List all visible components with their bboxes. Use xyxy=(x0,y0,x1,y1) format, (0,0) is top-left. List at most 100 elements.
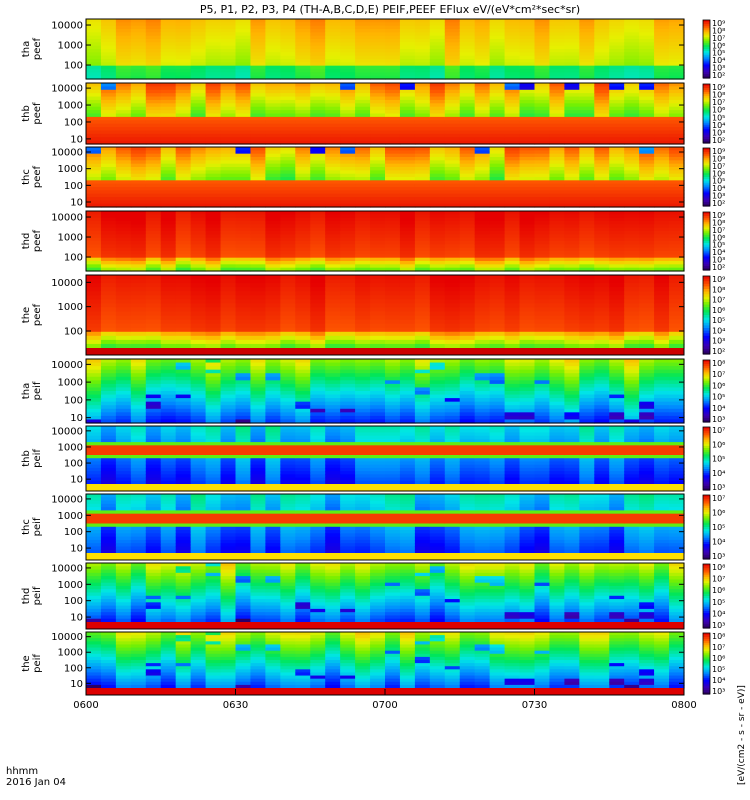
heatmap-cell xyxy=(100,438,117,443)
heatmap-cell xyxy=(429,116,446,121)
heatmap-cell xyxy=(250,343,266,349)
heatmap-cell xyxy=(594,211,610,215)
heatmap-cell xyxy=(594,391,610,396)
heatmap-cell xyxy=(100,35,117,40)
heatmap-cell xyxy=(310,45,326,50)
heatmap-cell xyxy=(429,315,446,321)
heatmap-cell xyxy=(609,113,625,118)
heatmap-cell xyxy=(130,369,147,374)
heatmap-cell xyxy=(340,127,356,132)
heatmap-cell xyxy=(355,25,371,30)
heatmap-cell xyxy=(340,183,356,188)
heatmap-cell xyxy=(265,157,281,161)
heatmap-cell xyxy=(370,412,386,417)
heatmap-cell xyxy=(100,319,117,325)
heatmap-cell xyxy=(414,39,431,43)
heatmap-cell xyxy=(235,86,252,91)
heatmap-cell xyxy=(564,93,580,98)
heatmap-cell xyxy=(669,42,685,47)
heatmap-cell xyxy=(639,167,655,171)
heatmap-cell xyxy=(564,251,580,255)
heatmap-cell xyxy=(205,480,222,485)
heatmap-cell xyxy=(355,72,371,77)
heatmap-cell xyxy=(86,69,102,73)
heatmap-cell xyxy=(534,99,551,104)
heatmap-cell xyxy=(444,75,461,80)
heatmap-cell xyxy=(130,455,147,459)
heatmap-cell xyxy=(190,366,207,371)
heatmap-cell xyxy=(594,275,610,280)
heatmap-cell xyxy=(190,200,207,205)
heatmap-cell xyxy=(130,380,147,385)
heatmap-cell xyxy=(295,39,311,43)
heatmap-cell xyxy=(340,211,356,215)
heatmap-cell xyxy=(504,214,521,219)
heatmap-cell xyxy=(474,401,491,406)
heatmap-cell xyxy=(385,419,401,424)
heatmap-cell xyxy=(519,383,536,389)
colorbar-frame xyxy=(702,275,711,355)
ytick-label: 1000 xyxy=(58,101,83,112)
heatmap-cell xyxy=(310,173,326,178)
heatmap-cell xyxy=(220,133,237,138)
heatmap-cell xyxy=(624,153,640,158)
heatmap-cell xyxy=(370,295,386,300)
heatmap-cell xyxy=(594,110,610,115)
heatmap-cell xyxy=(444,170,461,175)
heatmap-cell xyxy=(235,227,252,232)
heatmap-cell xyxy=(370,261,386,265)
heatmap-cell xyxy=(414,103,431,108)
heatmap-cell xyxy=(145,307,162,313)
heatmap-cell xyxy=(86,187,102,191)
heatmap-cell xyxy=(385,211,401,215)
heatmap-cell xyxy=(504,227,521,232)
heatmap-cell xyxy=(444,214,461,219)
colorbar-segment xyxy=(703,115,710,119)
heatmap-cell xyxy=(459,241,476,245)
heatmap-cell xyxy=(669,62,685,67)
heatmap-cell xyxy=(100,190,117,195)
heatmap-cell xyxy=(175,224,192,229)
heatmap-cell xyxy=(340,467,356,472)
heatmap-cell xyxy=(145,291,162,296)
heatmap-cell xyxy=(340,474,356,479)
heatmap-cell xyxy=(654,319,670,325)
heatmap-cell xyxy=(310,275,326,280)
heatmap-cell xyxy=(549,113,565,118)
heatmap-cell xyxy=(145,153,162,158)
heatmap-cell xyxy=(504,22,521,27)
heatmap-cell xyxy=(609,279,625,284)
heatmap-cell xyxy=(370,445,386,450)
heatmap-cell xyxy=(474,137,491,142)
heatmap-cell xyxy=(504,160,521,165)
heatmap-cell xyxy=(534,251,551,255)
heatmap-cell xyxy=(220,419,237,424)
heatmap-cell xyxy=(160,331,177,337)
heatmap-cell xyxy=(295,366,311,371)
heatmap-cell xyxy=(160,217,177,222)
heatmap-cell xyxy=(235,373,252,378)
heatmap-cell xyxy=(175,200,192,205)
heatmap-cell xyxy=(340,137,356,142)
colorbar-tick-label: 10⁴ xyxy=(712,121,725,130)
heatmap-cell xyxy=(579,291,595,296)
panel-frame xyxy=(85,146,685,208)
heatmap-cell xyxy=(310,55,326,60)
heatmap-cell xyxy=(100,86,117,91)
heatmap-cell xyxy=(549,257,565,262)
heatmap-cell xyxy=(564,86,580,91)
heatmap-cell xyxy=(295,291,311,296)
heatmap-cell xyxy=(160,103,177,108)
heatmap-cell xyxy=(160,267,177,272)
heatmap-cell xyxy=(310,214,326,219)
heatmap-cell xyxy=(220,467,237,472)
heatmap-cell xyxy=(190,163,207,168)
heatmap-cell xyxy=(205,234,222,239)
heatmap-cell xyxy=(594,62,610,67)
heatmap-cell xyxy=(340,279,356,284)
heatmap-cell xyxy=(145,72,162,77)
heatmap-cell xyxy=(355,464,371,469)
heatmap-cell xyxy=(235,103,252,108)
heatmap-cell xyxy=(175,311,192,317)
heatmap-cell xyxy=(145,405,162,410)
